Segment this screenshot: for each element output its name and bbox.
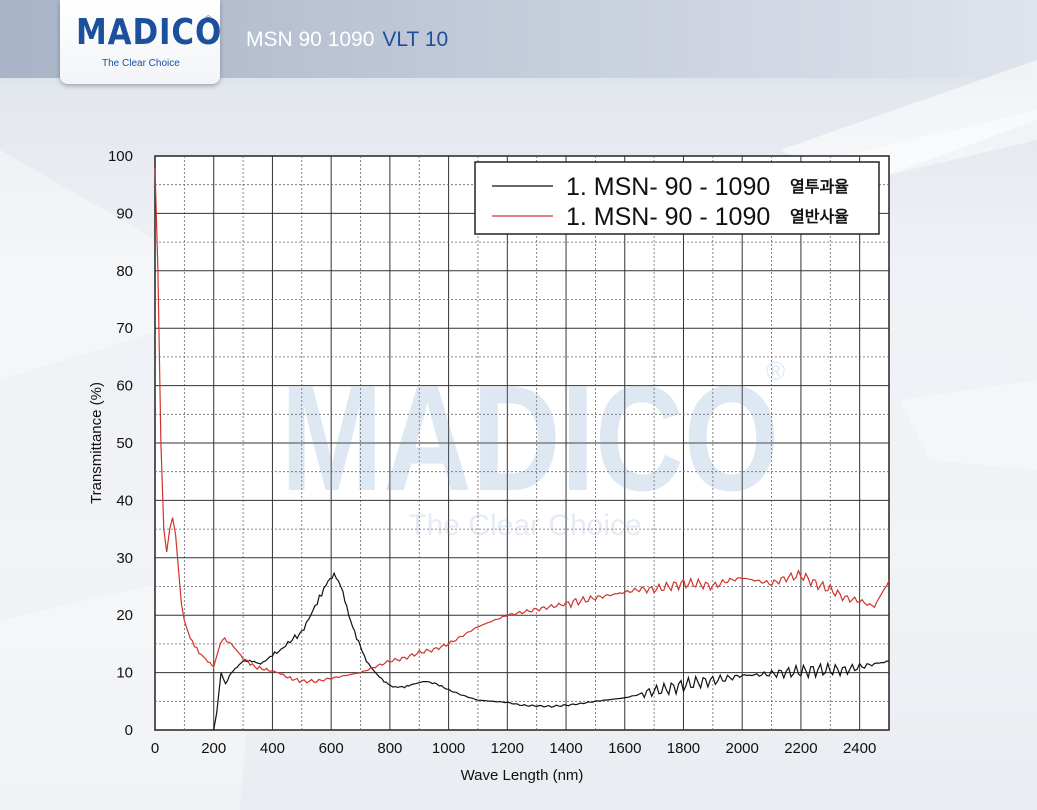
x-tick-label: 1800 [667,740,700,757]
y-axis-label: Transmittance (%) [88,382,105,504]
watermark-registered: ® [766,356,785,386]
x-axis-label: Wave Length (nm) [461,767,584,784]
y-tick-label: 70 [116,320,133,337]
x-tick-label: 0 [151,740,159,757]
y-tick-label: 100 [108,148,133,165]
x-tick-label: 800 [377,740,402,757]
logo-tagline: The Clear Choice [102,58,180,69]
watermark-logo: MADICO [281,355,780,522]
x-tick-label: 2400 [843,740,876,757]
legend-label-korean: 열투과율 [790,178,849,196]
x-tick-label: 1200 [491,740,524,757]
tick-labels: 0 200 400 600 800 1000 1200 1400 1600 1800 2000 220… [108,148,876,757]
x-tick-label: 1000 [432,740,465,757]
legend-box [474,161,880,235]
x-tick-label: 200 [201,740,226,757]
series-group [154,167,890,731]
watermark: MADICO ® The Clear Choice [281,355,786,542]
y-tick-label: 40 [116,492,133,509]
y-tick-label: 10 [116,665,133,682]
vlt-label: VLT 10 [382,28,449,51]
watermark-tagline: The Clear Choice [408,509,641,542]
y-tick-label: 30 [116,550,133,567]
grid-lines [155,156,889,730]
legend-label: 1. MSN- 90 - 1090 [566,173,770,201]
logo-registered-mark: ® [205,14,212,24]
legend-label: 1. MSN- 90 - 1090 [566,203,770,231]
product-code: MSN 90 1090 [246,28,375,51]
x-tick-label: 2200 [784,740,817,757]
x-tick-label: 600 [319,740,344,757]
series-line-2 [154,167,890,684]
page-title: MSN 90 1090 VLT 10 [246,28,448,52]
x-tick-label: 1400 [549,740,582,757]
y-tick-label: 60 [116,378,133,395]
y-tick-label: 50 [116,435,133,452]
logo-card[interactable]: MADICO ® The Clear Choice [60,0,223,84]
y-tick-label: 80 [116,263,133,280]
x-tick-label: 1600 [608,740,641,757]
x-tick-label: 2000 [726,740,759,757]
y-tick-label: 0 [125,722,133,739]
y-tick-label: 20 [116,607,133,624]
series-line-1 [213,571,889,731]
y-tick-label: 90 [116,205,133,222]
logo-wordmark: MADICO [76,12,223,53]
x-tick-label: 400 [260,740,285,757]
legend: 1. MSN- 90 - 1090 열투과율 1. MSN- 90 - 1090 열반… [474,161,880,235]
legend-label-korean: 열반사율 [790,208,849,226]
